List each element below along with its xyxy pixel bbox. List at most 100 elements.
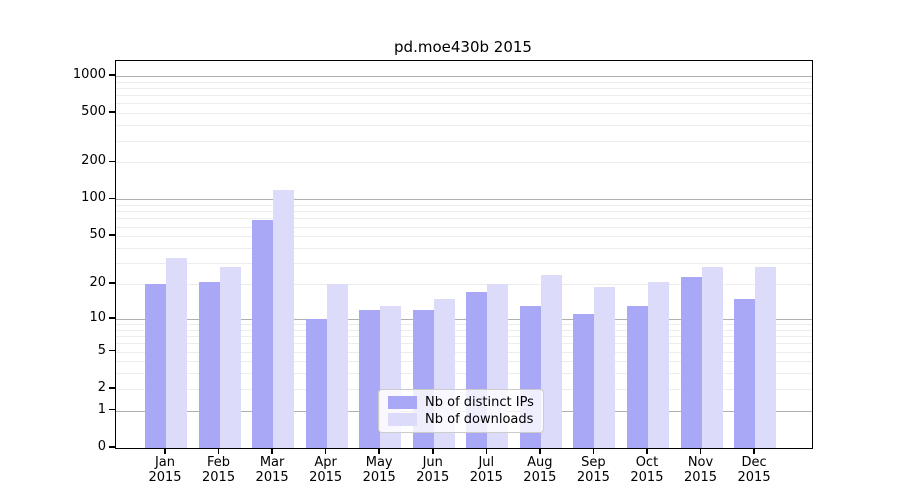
y-tick-label: 5 (97, 342, 106, 358)
y-tick-label: 2 (97, 379, 106, 395)
y-tick-label: 1000 (72, 66, 106, 82)
x-tick-label: Oct 2015 (617, 455, 677, 485)
x-tick-year: 2015 (737, 470, 771, 485)
bar-distinct-ips-oct (626, 305, 648, 448)
gridline-major (116, 199, 812, 201)
gridline-minor (116, 218, 812, 220)
bar-downloads-mar (273, 189, 295, 448)
bar-distinct-ips-mar (252, 219, 274, 448)
gridline-minor (116, 81, 812, 83)
gridline-minor (116, 103, 812, 105)
x-tick-year: 2015 (523, 470, 557, 485)
y-tick-mark (109, 197, 115, 200)
x-tick-label: Nov 2015 (671, 455, 731, 485)
gridline-major (116, 75, 812, 77)
gridline-minor (116, 113, 812, 115)
bar-downloads-dec (755, 266, 777, 448)
bar-downloads-sep (594, 286, 616, 448)
legend-entry-downloads: Nb of downloads (388, 412, 535, 428)
bar-downloads-nov (701, 266, 723, 448)
x-tick-mark (217, 449, 220, 454)
gridline-minor (116, 87, 812, 89)
y-tick-mark (109, 111, 115, 113)
gridline-minor (116, 226, 812, 228)
x-tick-label: Apr 2015 (296, 455, 356, 485)
gridline-minor (116, 323, 812, 325)
gridline-minor (116, 140, 812, 142)
x-tick-year: 2015 (148, 470, 182, 485)
x-tick-label: May 2015 (349, 455, 409, 485)
bar-downloads-aug (540, 274, 562, 448)
y-tick-mark (109, 282, 115, 284)
x-tick-mark (271, 449, 273, 454)
bar-downloads-feb (219, 266, 241, 448)
y-tick-label: 200 (81, 153, 106, 169)
x-tick-year: 2015 (630, 470, 664, 485)
gridline-minor (116, 361, 812, 363)
bar-downloads-apr (326, 284, 348, 448)
y-tick-label: 500 (81, 104, 106, 120)
gridline-minor (116, 373, 812, 375)
x-tick-label: Jan 2015 (135, 455, 195, 485)
x-tick-mark (485, 449, 488, 454)
y-tick-mark (109, 408, 115, 411)
x-tick-mark (164, 449, 166, 454)
x-tick-year: 2015 (683, 470, 718, 485)
y-tick-mark (109, 317, 115, 319)
y-tick-label: 1 (97, 401, 106, 417)
y-tick-label: 0 (97, 439, 106, 454)
x-tick-mark (539, 449, 541, 454)
bar-distinct-ips-sep (573, 314, 595, 448)
x-tick-label: Feb 2015 (189, 455, 249, 485)
bar-distinct-ips-may (359, 309, 381, 448)
gridline-minor (116, 343, 812, 345)
bar-downloads-oct (647, 281, 669, 448)
y-tick-label: 100 (81, 190, 106, 206)
legend-swatch-downloads-icon (388, 413, 417, 426)
x-tick-year: 2015 (576, 470, 610, 485)
y-tick-label: 10 (89, 309, 106, 325)
y-tick-mark (109, 234, 115, 237)
x-tick-label: Sep 2015 (563, 455, 623, 485)
y-tick-label: 20 (89, 275, 106, 291)
x-tick-year: 2015 (362, 470, 396, 485)
x-tick-label: Mar 2015 (242, 455, 302, 485)
gridline-minor (116, 205, 812, 207)
bar-distinct-ips-apr (305, 318, 327, 448)
y-tick-mark (109, 74, 115, 76)
gridline-minor (116, 162, 812, 164)
y-tick-mark (109, 446, 115, 448)
y-tick-label: 50 (89, 227, 106, 243)
x-tick-mark (646, 449, 648, 454)
chart-title: pd.moe430b 2015 (394, 38, 532, 56)
gridline-minor (116, 248, 812, 249)
x-tick-year: 2015 (255, 470, 289, 485)
y-tick-mark (109, 387, 115, 389)
legend-label-downloads: Nb of downloads (425, 412, 534, 427)
bar-distinct-ips-jan (145, 284, 166, 448)
legend-entry-distinct-ips: Nb of distinct IPs (388, 395, 535, 411)
gridline-minor (116, 211, 812, 213)
gridline-major (116, 318, 812, 320)
x-tick-mark (699, 449, 702, 454)
bar-distinct-ips-nov (680, 276, 702, 448)
gridline-minor (116, 351, 812, 353)
legend-swatch-distinct-ips-icon (388, 396, 417, 409)
x-tick-mark (592, 449, 595, 454)
gridline-minor (116, 95, 812, 97)
gridline-minor (116, 236, 812, 238)
legend: Nb of distinct IPs Nb of downloads (378, 389, 544, 433)
bar-downloads-jan (166, 258, 187, 448)
y-tick-mark (109, 349, 115, 352)
x-tick-label: Dec 2015 (724, 455, 784, 485)
gridline-minor (116, 125, 812, 127)
gridline-minor (116, 263, 812, 265)
x-tick-label: Jun 2015 (403, 455, 463, 485)
x-tick-mark (753, 449, 755, 454)
x-tick-year: 2015 (309, 470, 343, 485)
legend-label-distinct-ips: Nb of distinct IPs (425, 395, 534, 410)
gridline-minor (116, 329, 812, 331)
x-tick-year: 2015 (469, 470, 503, 485)
bar-distinct-ips-dec (734, 298, 756, 448)
